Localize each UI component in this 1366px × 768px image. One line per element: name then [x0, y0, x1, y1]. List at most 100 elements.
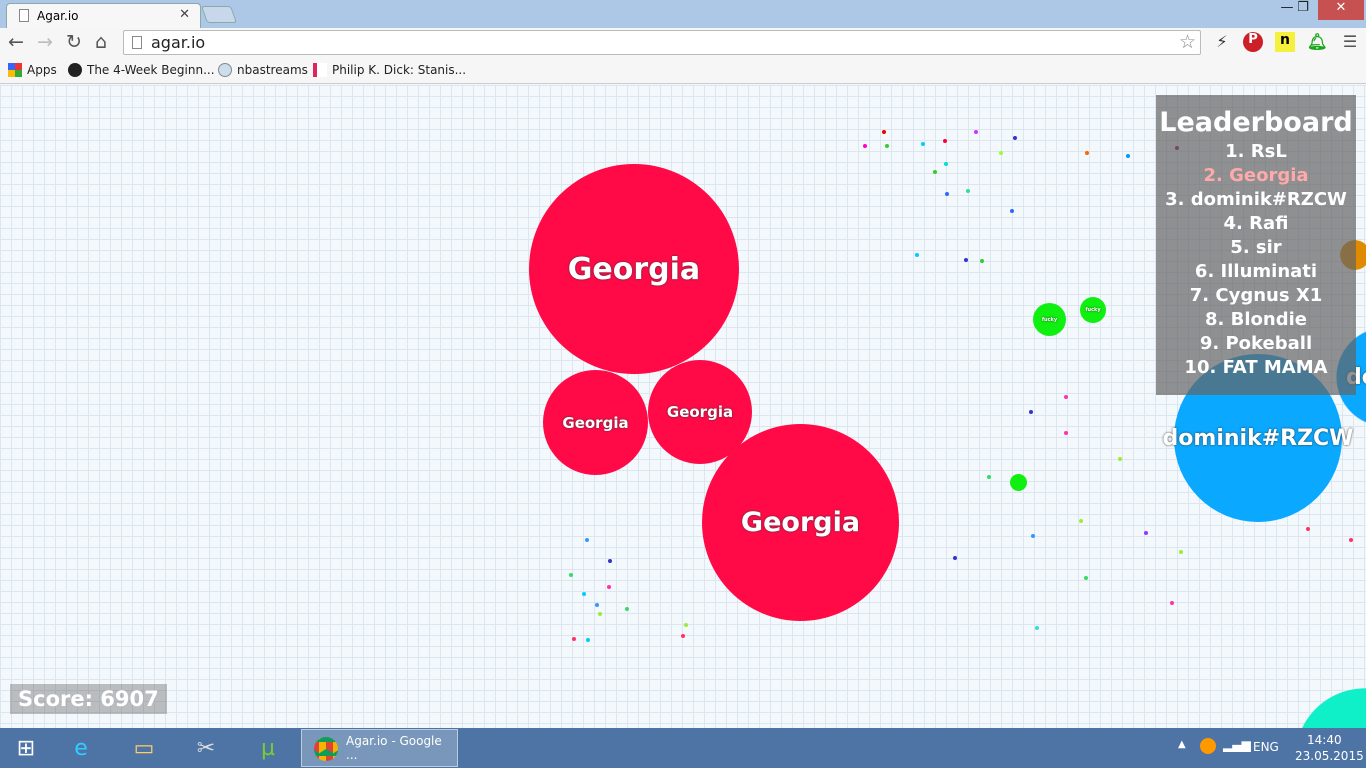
taskbar-chrome-window[interactable]: Agar.io - Google ...: [301, 729, 458, 767]
food-pellet: [882, 130, 886, 134]
food-pellet: [1144, 531, 1148, 535]
leaderboard-entry: 7. Cygnus X1: [1189, 285, 1323, 306]
food-pellet: [1035, 626, 1039, 630]
player-cell: Georgia: [529, 164, 739, 374]
lightning-extension-icon[interactable]: ⚡: [1216, 32, 1228, 51]
leaderboard-entry: 5. sir: [1230, 237, 1282, 258]
tab-title: Agar.io: [37, 9, 79, 23]
taskbar: ⊞ e ▭ ✂ µ Agar.io - Google ... ▲ ▂▄▆ ENG…: [0, 728, 1366, 768]
avast-icon[interactable]: [1200, 738, 1216, 754]
food-pellet: [1010, 209, 1014, 213]
food-pellet: [1118, 457, 1122, 461]
url-text: agar.io: [151, 33, 206, 52]
show-hidden-icons[interactable]: ▲: [1178, 739, 1186, 750]
enemy-cell: [1295, 688, 1366, 728]
food-pellet: [607, 585, 611, 589]
food-pellet: [582, 592, 586, 596]
food-pellet: [598, 612, 602, 616]
food-pellet: [585, 538, 589, 542]
snipping-tool-icon[interactable]: ✂: [196, 735, 216, 761]
food-pellet: [1031, 534, 1035, 538]
food-pellet: [681, 634, 685, 638]
leaderboard-entry: 8. Blondie: [1205, 309, 1307, 330]
bookmark-4-week[interactable]: The 4-Week Beginn...: [68, 63, 215, 77]
minimize-button[interactable]: —: [1280, 0, 1294, 15]
food-pellet: [1013, 136, 1017, 140]
bookmark-philip-k-dick[interactable]: Philip K. Dick: Stanis...: [313, 63, 466, 77]
leaderboard-entry: 3. dominik#RZCW: [1165, 189, 1347, 210]
enemy-cell: fucky: [1033, 303, 1066, 336]
page-icon: [132, 36, 142, 49]
close-window-button[interactable]: ✕: [1318, 0, 1364, 20]
start-button[interactable]: ⊞: [16, 735, 36, 761]
clock-time[interactable]: 14:40: [1307, 733, 1342, 747]
new-tab-button[interactable]: [200, 6, 238, 23]
food-pellet: [915, 253, 919, 257]
utorrent-icon[interactable]: µ: [261, 735, 275, 761]
leaderboard-entry: 1. RsL: [1225, 141, 1287, 162]
clock-date[interactable]: 23.05.2015: [1295, 749, 1364, 763]
food-pellet: [595, 603, 599, 607]
network-icon[interactable]: ▂▄▆: [1223, 738, 1251, 752]
leaderboard: Leaderboard 1. RsL 2. Georgia 3. dominik#R…: [1156, 95, 1356, 395]
leaderboard-entry: 6. Illuminati: [1194, 261, 1318, 282]
food-pellet: [569, 573, 573, 577]
food-pellet: [966, 189, 970, 193]
bell-extension-icon[interactable]: 🔔︎: [1307, 32, 1328, 51]
food-pellet: [1170, 601, 1174, 605]
restore-button[interactable]: ❐: [1297, 0, 1309, 15]
apps-icon: [8, 63, 22, 77]
leaderboard-entry: 9. Pokeball: [1199, 333, 1313, 354]
food-pellet: [974, 130, 978, 134]
food-pellet: [684, 623, 688, 627]
food-pellet: [987, 475, 991, 479]
player-cell: Georgia: [543, 370, 648, 475]
language-indicator[interactable]: ENG: [1253, 740, 1279, 754]
food-pellet: [625, 607, 629, 611]
leaderboard-entry: 4. Rafi: [1223, 213, 1289, 234]
address-bar[interactable]: agar.io ☆: [123, 30, 1201, 55]
site-icon: [313, 63, 327, 77]
bookmarks-bar: Apps The 4-Week Beginn... nbastreams Phi…: [0, 58, 1366, 84]
food-pellet: [1179, 550, 1183, 554]
bookmark-apps[interactable]: Apps: [8, 63, 57, 77]
food-pellet: [1064, 395, 1068, 399]
leaderboard-entry: 2. Georgia: [1203, 165, 1309, 186]
n-extension-icon[interactable]: n: [1275, 32, 1295, 52]
player-cell: Georgia: [702, 424, 899, 621]
food-pellet: [921, 142, 925, 146]
back-icon[interactable]: ←: [8, 31, 24, 53]
bookmark-nbastreams[interactable]: nbastreams: [218, 63, 308, 77]
browser-tab[interactable]: Agar.io ✕: [6, 3, 201, 29]
home-icon[interactable]: ⌂: [95, 31, 108, 53]
file-explorer-icon[interactable]: ▭: [133, 735, 155, 761]
food-pellet: [933, 170, 937, 174]
star-icon[interactable]: ☆: [1178, 31, 1196, 53]
food-pellet: [1306, 527, 1310, 531]
food-pellet: [1084, 576, 1088, 580]
food-pellet: [608, 559, 612, 563]
enemy-cell: [1010, 474, 1027, 491]
food-pellet: [964, 258, 968, 262]
food-pellet: [572, 637, 576, 641]
leaderboard-entry: 10. FAT MAMA: [1184, 357, 1328, 378]
reload-icon[interactable]: ↻: [66, 31, 82, 53]
reddit-icon: [218, 63, 232, 77]
food-pellet: [944, 162, 948, 166]
game-canvas[interactable]: Georgia Georgia Georgia Georgia do domin…: [0, 85, 1366, 728]
enemy-cell: fucky: [1080, 297, 1106, 323]
dumbbell-icon: [68, 63, 82, 77]
food-pellet: [953, 556, 957, 560]
leaderboard-title: Leaderboard: [1159, 107, 1353, 138]
score-display: Score: 6907: [10, 684, 167, 714]
internet-explorer-icon[interactable]: e: [74, 735, 88, 761]
food-pellet: [1079, 519, 1083, 523]
menu-icon[interactable]: ☰: [1342, 32, 1358, 51]
pinterest-extension-icon[interactable]: P: [1243, 32, 1263, 52]
close-tab-icon[interactable]: ✕: [179, 7, 190, 22]
forward-icon[interactable]: →: [37, 31, 53, 53]
title-bar: Agar.io ✕ — ❐ ✕: [0, 0, 1366, 29]
browser-toolbar: ← → ↻ ⌂ agar.io ☆ ⚡ P n 🔔︎ ☰: [0, 28, 1366, 58]
food-pellet: [885, 144, 889, 148]
food-pellet: [1349, 538, 1353, 542]
